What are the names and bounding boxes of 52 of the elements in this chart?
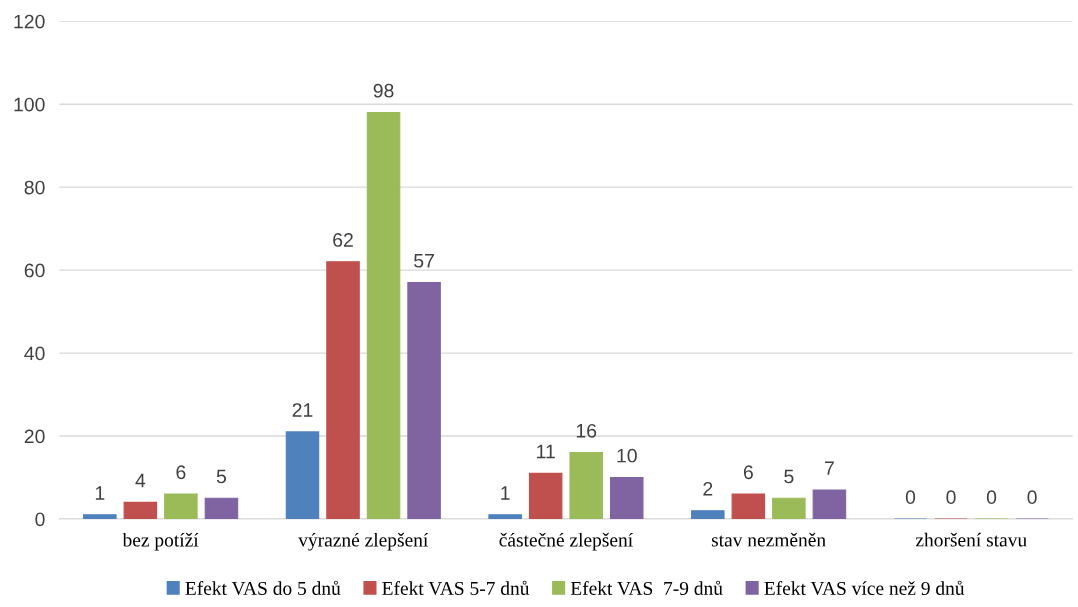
legend-label: Efekt VAS do 5 dnů (185, 580, 341, 596)
data-label: 0 (1027, 490, 1037, 505)
data-label: 1 (501, 486, 510, 500)
data-label: 4 (135, 473, 146, 488)
x-tick-label: stav nezměněn (711, 532, 826, 547)
bar (407, 282, 441, 519)
y-tick-label: 120 (14, 14, 45, 29)
legend-label: Efekt VAS 7-9 dnů (570, 580, 723, 596)
bar (731, 493, 766, 519)
x-tick-label: částečné zlepšení (499, 532, 633, 551)
y-tick-label: 60 (24, 263, 45, 278)
data-label: 1 (95, 486, 105, 500)
y-tick-label: 80 (24, 180, 45, 195)
bar (772, 497, 806, 519)
y-tick-label: 40 (24, 346, 45, 361)
bar (366, 111, 401, 519)
bar (123, 501, 158, 519)
data-label: 7 (825, 461, 834, 475)
bar (528, 472, 563, 519)
data-label: 62 (333, 233, 353, 247)
bar (488, 514, 522, 519)
bar (569, 452, 603, 519)
data-label: 0 (905, 490, 916, 505)
data-label: 11 (537, 444, 555, 459)
legend-label: Efekt VAS více než 9 dnů (764, 580, 965, 596)
data-label: 16 (576, 423, 597, 438)
y-tick-label: 100 (14, 97, 45, 112)
y-tick-label: 0 (35, 512, 45, 527)
bar (285, 431, 320, 519)
y-tick-label: 20 (24, 429, 45, 444)
data-label: 0 (986, 490, 997, 505)
data-label: 57 (414, 254, 434, 268)
data-label: 6 (176, 465, 186, 480)
x-tick-label: zhoršení stavu (915, 532, 1027, 547)
bar (326, 261, 360, 519)
data-label: 5 (784, 469, 794, 484)
bar (691, 510, 725, 519)
bar (812, 489, 847, 519)
bar (164, 493, 198, 519)
legend-label: Efekt VAS 5-7 dnů (382, 580, 530, 596)
x-tick-label: výrazné zlepšení (298, 532, 429, 551)
data-label: 10 (617, 448, 637, 463)
data-label: 2 (703, 481, 713, 496)
data-label: 6 (743, 465, 753, 480)
bar (83, 514, 117, 519)
x-tick-label: bez potíží (122, 532, 199, 551)
data-label: 21 (292, 403, 313, 417)
data-label: 5 (216, 469, 227, 484)
bar (609, 476, 644, 519)
bar (204, 497, 239, 519)
data-label: 0 (946, 490, 956, 505)
data-label: 98 (373, 83, 394, 98)
